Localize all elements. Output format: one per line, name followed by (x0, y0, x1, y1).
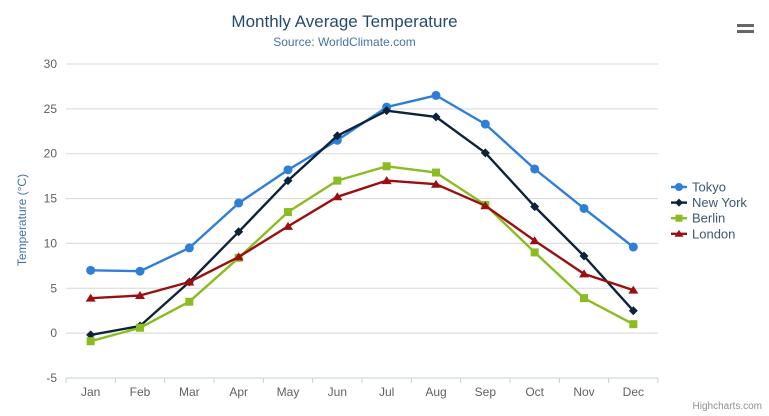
data-point-marker-diamond[interactable] (86, 330, 96, 340)
y-axis-tick-label: 10 (44, 236, 58, 250)
export-menu-button[interactable] (731, 14, 759, 40)
data-point-marker-diamond[interactable] (382, 106, 392, 116)
legend-item-label: London (692, 226, 735, 241)
legend-item-berlin[interactable]: Berlin (671, 211, 725, 226)
data-point-marker-diamond[interactable] (675, 198, 683, 207)
data-point-marker-triangle[interactable] (529, 236, 540, 245)
data-point-marker-circle[interactable] (431, 90, 441, 100)
y-axis-tick-label: 15 (44, 192, 58, 206)
data-point-marker-triangle[interactable] (184, 277, 195, 286)
legend-item-label: Berlin (692, 211, 725, 226)
data-point-marker-triangle[interactable] (579, 269, 589, 278)
data-point-marker-square[interactable] (185, 297, 194, 306)
x-axis-tick-label: May (277, 385, 300, 399)
data-point-marker-square[interactable] (432, 168, 440, 177)
data-point-marker-circle[interactable] (480, 119, 490, 129)
highcharts-credits[interactable]: Highcharts.com (692, 401, 762, 412)
data-point-marker-circle[interactable] (135, 266, 145, 276)
x-axis-tick-label: Sep (475, 385, 497, 399)
data-point-marker-square[interactable] (675, 214, 683, 222)
x-axis-tick-label: Mar (179, 385, 200, 399)
legend-item-label: New York (692, 195, 747, 210)
y-axis-tick-label: -5 (46, 371, 57, 385)
data-point-marker-square[interactable] (580, 294, 588, 303)
hamburger-icon-bar (736, 24, 754, 27)
data-point-marker-diamond[interactable] (234, 227, 244, 237)
data-point-marker-square[interactable] (333, 176, 342, 185)
x-axis-tick-label: Jan (81, 385, 100, 399)
x-axis-tick-label: Aug (425, 385, 446, 399)
x-axis-tick-label: Nov (573, 385, 594, 399)
data-point-marker-square[interactable] (136, 323, 144, 332)
series-new-york (86, 106, 638, 340)
data-point-marker-circle[interactable] (234, 198, 244, 208)
legend-item-new-york[interactable]: New York (671, 195, 747, 210)
data-point-marker-diamond[interactable] (431, 112, 441, 122)
data-point-marker-triangle[interactable] (332, 192, 343, 201)
y-axis-tick-label: 30 (44, 57, 58, 71)
data-point-marker-diamond[interactable] (480, 148, 490, 158)
data-point-marker-circle[interactable] (86, 265, 96, 275)
data-point-marker-triangle[interactable] (674, 229, 684, 237)
data-point-marker-diamond[interactable] (530, 202, 540, 212)
y-axis-tick-label: 20 (44, 147, 58, 161)
y-axis-tick-label: 0 (50, 326, 57, 340)
y-axis-tick-label: 5 (50, 281, 57, 295)
x-axis-tick-label: Oct (525, 385, 544, 399)
series-line-tokyo[interactable] (90, 94, 635, 273)
data-point-marker-triangle[interactable] (431, 179, 441, 188)
data-point-marker-triangle[interactable] (381, 176, 392, 185)
data-point-marker-triangle[interactable] (85, 293, 96, 302)
data-point-marker-circle[interactable] (283, 165, 293, 175)
data-point-marker-diamond[interactable] (283, 176, 293, 186)
data-point-marker-triangle[interactable] (480, 201, 491, 210)
data-point-marker-triangle[interactable] (628, 285, 639, 294)
x-axis-tick-label: Feb (130, 385, 151, 399)
data-point-marker-circle[interactable] (628, 242, 638, 252)
legend-item-label: Tokyo (692, 180, 726, 195)
data-point-marker-square[interactable] (530, 248, 539, 257)
chart-subtitle: Source: WorldClimate.com (273, 35, 416, 49)
series-line-new-york[interactable] (90, 109, 635, 337)
data-point-marker-diamond[interactable] (628, 306, 638, 316)
data-point-marker-diamond[interactable] (332, 131, 342, 141)
legend-item-tokyo[interactable]: Tokyo (671, 180, 726, 195)
data-point-marker-square[interactable] (284, 208, 292, 217)
y-axis-title: Temperature (°C) (15, 173, 29, 267)
data-point-marker-triangle[interactable] (233, 252, 244, 261)
series-line-berlin[interactable] (90, 165, 634, 343)
series-line-london[interactable] (90, 179, 634, 300)
data-point-marker-circle[interactable] (184, 243, 194, 253)
series-tokyo (86, 90, 638, 276)
data-point-marker-circle[interactable] (579, 203, 589, 213)
data-point-marker-square[interactable] (382, 162, 391, 171)
data-point-marker-circle[interactable] (675, 183, 683, 191)
data-point-marker-circle[interactable] (530, 164, 540, 174)
data-point-marker-triangle[interactable] (135, 290, 145, 299)
series-london (85, 176, 639, 302)
data-point-marker-square[interactable] (86, 337, 95, 346)
chart-title: Monthly Average Temperature (231, 12, 458, 31)
x-axis-tick-label: Jun (328, 385, 347, 399)
x-axis-tick-label: Jul (379, 385, 394, 399)
data-point-marker-square[interactable] (629, 320, 638, 329)
data-point-marker-diamond[interactable] (579, 251, 589, 261)
x-axis-tick-label: Apr (229, 385, 248, 399)
legend-item-london[interactable]: London (671, 226, 735, 241)
x-axis-tick-label: Dec (623, 385, 644, 399)
y-axis-tick-label: 25 (44, 102, 58, 116)
data-point-marker-triangle[interactable] (283, 221, 293, 230)
hamburger-icon-bar (736, 30, 754, 33)
